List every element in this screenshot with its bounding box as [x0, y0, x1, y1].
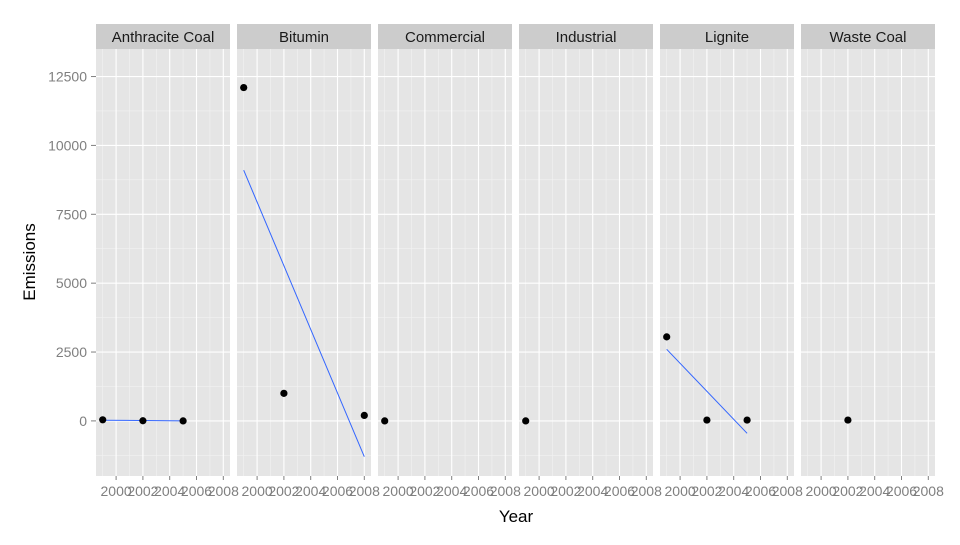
x-tick-label: 2008: [913, 483, 944, 499]
y-axis-title: Emissions: [20, 223, 39, 300]
x-tick-label: 2004: [436, 483, 467, 499]
data-point: [280, 389, 288, 397]
x-tick-label: 2004: [154, 483, 185, 499]
x-tick-label: 2002: [409, 483, 440, 499]
y-tick-label: 10000: [48, 137, 87, 153]
x-tick-label: 2002: [268, 483, 299, 499]
facet-strip-label: Bitumin: [279, 29, 329, 46]
facet-strip-label: Industrial: [556, 29, 617, 46]
facet-strip: [96, 24, 230, 49]
facet-strip: [378, 24, 512, 49]
y-tick-label: 2500: [56, 344, 87, 360]
y-tick-label: 0: [79, 413, 87, 429]
facet-strip: [660, 24, 794, 49]
panel-background: [96, 49, 230, 476]
data-point: [743, 416, 751, 424]
y-axis: 0 2500 5000 7500 10000 12500: [48, 69, 96, 429]
x-tick-label: 2008: [208, 483, 239, 499]
data-point: [381, 417, 389, 425]
x-tick-label: 2006: [181, 483, 212, 499]
facet-strip: [801, 24, 935, 49]
x-tick-label: 2008: [490, 483, 521, 499]
x-tick-label: 2004: [577, 483, 608, 499]
y-tick-label: 5000: [56, 275, 87, 291]
x-tick-label: 2002: [550, 483, 581, 499]
x-tick-label: 2000: [665, 483, 696, 499]
x-tick-label: 2000: [242, 483, 273, 499]
panel-background: [660, 49, 794, 476]
x-tick-label: 2000: [524, 483, 555, 499]
data-point: [99, 416, 107, 424]
data-point: [139, 417, 147, 425]
trend-line: [666, 348, 748, 434]
facet-strip-label: Waste Coal: [830, 29, 907, 46]
y-tick-label: 7500: [56, 206, 87, 222]
panel-background: [237, 49, 371, 476]
panel-background: [378, 49, 512, 476]
facet-strip-label: Anthracite Coal: [112, 29, 215, 46]
x-tick-label: 2002: [832, 483, 863, 499]
panel-background: [801, 49, 935, 476]
x-tick-label: 2008: [349, 483, 380, 499]
data-point: [522, 417, 530, 425]
x-tick-label: 2004: [295, 483, 326, 499]
x-tick-label: 2006: [886, 483, 917, 499]
facet-strip-label: Lignite: [705, 29, 749, 46]
x-tick-label: 2008: [631, 483, 662, 499]
data-point: [240, 83, 248, 92]
x-tick-label: 2004: [859, 483, 890, 499]
x-tick-label: 2000: [383, 483, 414, 499]
x-tick-label: 2006: [463, 483, 494, 499]
facet-strip: [237, 24, 371, 49]
facet-strip-label: Commercial: [405, 29, 485, 46]
facet-panels: Anthracite Coal20002002200420062008Bitum…: [96, 24, 944, 499]
facet-strip: [519, 24, 653, 49]
x-tick-label: 2000: [806, 483, 837, 499]
data-point: [663, 333, 671, 341]
x-tick-label: 2006: [322, 483, 353, 499]
x-tick-label: 2004: [718, 483, 749, 499]
x-tick-label: 2008: [772, 483, 803, 499]
y-tick-label: 12500: [48, 69, 87, 85]
x-tick-label: 2002: [127, 483, 158, 499]
data-point: [360, 411, 368, 419]
x-tick-label: 2006: [604, 483, 635, 499]
x-tick-label: 2000: [101, 483, 132, 499]
data-point: [703, 416, 711, 424]
x-axis-title: Year: [499, 507, 534, 526]
x-tick-label: 2002: [691, 483, 722, 499]
x-tick-label: 2006: [745, 483, 776, 499]
data-point: [844, 416, 852, 424]
panel-background: [519, 49, 653, 476]
data-point: [179, 417, 187, 425]
trend-line: [243, 170, 365, 457]
